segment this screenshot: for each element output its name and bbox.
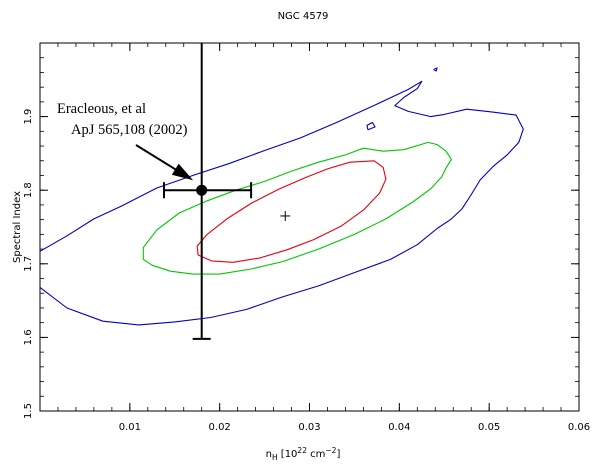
contour-line-5 [433, 67, 438, 72]
x-tick-label: 0.01 [119, 422, 141, 433]
x-tick-label: 0.03 [298, 422, 320, 433]
contour-line-2 [142, 141, 452, 275]
confidence-contours [39, 67, 524, 326]
x-tick-label: 0.05 [478, 422, 500, 433]
x-axis-label: nH [1022 cm−2] [266, 446, 341, 462]
y-tick-label: 1.6 [23, 329, 34, 345]
y-tick-label: 1.7 [23, 256, 34, 272]
contour-line-3 [39, 80, 524, 326]
x-tick-label: 0.06 [568, 422, 590, 433]
x-tick-label: 0.02 [209, 422, 231, 433]
x-tick-label: 0.04 [388, 422, 410, 433]
measurement-point [196, 184, 208, 196]
y-tick-label: 1.9 [23, 109, 34, 125]
y-axis-label: Spectral Index [12, 191, 23, 263]
plot-frame [39, 42, 580, 412]
arrow-head [171, 163, 194, 181]
measurement-with-errorbars [162, 43, 253, 340]
x-axis: 0.01 0.02 0.03 0.04 0.05 0.06 [39, 43, 590, 433]
contour-line-1 [196, 160, 387, 263]
y-axis: 1.5 1.6 1.7 1.8 1.9 [23, 42, 579, 419]
chart-title: NGC 4579 [278, 11, 329, 22]
contour-line-4 [366, 121, 376, 131]
best-fit-marker [280, 210, 291, 221]
annotation-arrow [135, 144, 194, 181]
annotation-line-2: ApJ 565,108 (2002) [71, 122, 188, 138]
y-tick-label: 1.5 [23, 403, 34, 419]
annotation-line-1: Eracleous, et al [57, 101, 146, 117]
y-tick-label: 1.8 [23, 182, 34, 198]
